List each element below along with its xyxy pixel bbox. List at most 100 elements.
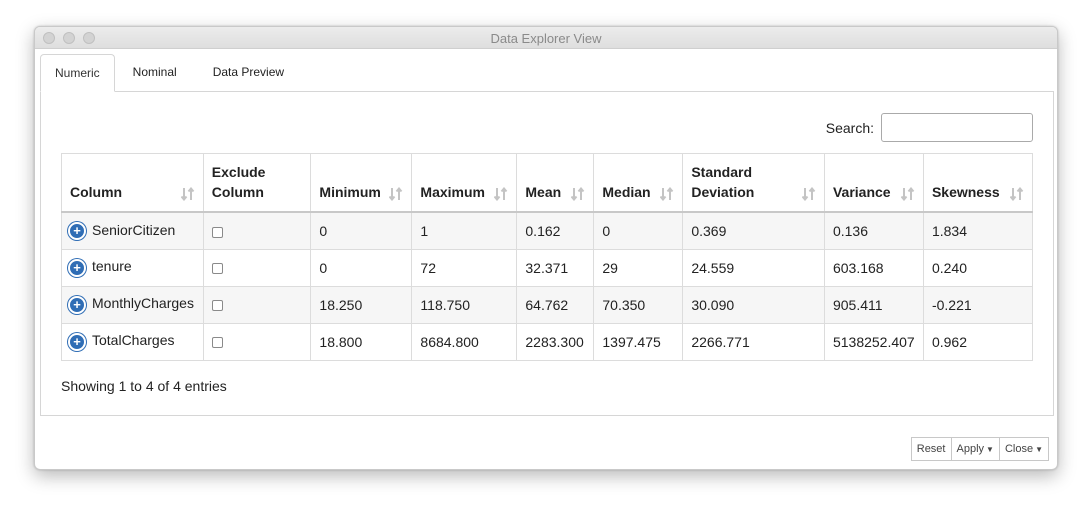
cell-mean: 0.162 (517, 212, 594, 249)
column-header-column[interactable]: Column (62, 154, 204, 213)
window-title: Data Explorer View (35, 31, 1057, 46)
cell-variance: 905.411 (824, 286, 923, 323)
cell-maximum: 1 (412, 212, 517, 249)
sort-arrows-icon[interactable] (389, 186, 403, 200)
cell-exclude (203, 249, 311, 286)
title-bar: Data Explorer View (35, 27, 1057, 49)
search-row: Search: (826, 113, 1033, 142)
cell-minimum: 18.800 (311, 323, 412, 360)
table-info: Showing 1 to 4 of 4 entries (61, 378, 227, 394)
column-name: tenure (92, 258, 132, 274)
tab-data-preview[interactable]: Data Preview (195, 54, 302, 92)
table-row: + tenure 0 72 32.371 29 24.559 603.168 0.240 (62, 249, 1033, 286)
plus-circle-icon[interactable]: + (68, 333, 86, 351)
cell-maximum: 72 (412, 249, 517, 286)
exclude-checkbox[interactable] (212, 300, 223, 311)
apply-button[interactable]: Apply ▼ (951, 437, 1000, 461)
column-header-line2: Median (602, 182, 652, 202)
cell-std: 24.559 (683, 249, 825, 286)
column-name: MonthlyCharges (92, 295, 194, 311)
tab-nominal[interactable]: Nominal (115, 54, 195, 92)
footer-buttons: Reset Apply ▼ Close ▼ (912, 437, 1049, 461)
column-header-variance[interactable]: Variance (824, 154, 923, 213)
exclude-checkbox[interactable] (212, 227, 223, 238)
cell-skewness: 0.962 (923, 323, 1032, 360)
plus-circle-icon[interactable]: + (68, 222, 86, 240)
data-explorer-window: Data Explorer View Numeric Nominal Data … (34, 26, 1058, 470)
cell-variance: 5138252.407 (824, 323, 923, 360)
cell-variance: 603.168 (824, 249, 923, 286)
plus-circle-icon[interactable]: + (68, 259, 86, 277)
cell-minimum: 0 (311, 249, 412, 286)
close-button[interactable]: Close ▼ (999, 437, 1049, 461)
cell-minimum: 18.250 (311, 286, 412, 323)
numeric-panel: Search: Column Exclude Column Minimum Maximu… (40, 91, 1054, 416)
close-button-label: Close (1005, 443, 1033, 455)
cell-column: + TotalCharges (62, 323, 204, 360)
cell-std: 30.090 (683, 286, 825, 323)
cell-exclude (203, 212, 311, 249)
sort-arrows-icon[interactable] (802, 186, 816, 200)
sort-arrows-icon[interactable] (494, 186, 508, 200)
table-row: + MonthlyCharges 18.250 118.750 64.762 70.350… (62, 286, 1033, 323)
plus-circle-icon[interactable]: + (68, 296, 86, 314)
column-header-minimum[interactable]: Minimum (311, 154, 412, 213)
cell-skewness: -0.221 (923, 286, 1032, 323)
column-header-line2: Skewness (932, 182, 1002, 202)
cell-median: 0 (594, 212, 683, 249)
cell-mean: 2283.300 (517, 323, 594, 360)
cell-maximum: 118.750 (412, 286, 517, 323)
column-header-skewness[interactable]: Skewness (923, 154, 1032, 213)
sort-arrows-icon[interactable] (901, 186, 915, 200)
column-header-mean[interactable]: Mean (517, 154, 594, 213)
column-header-line2: Variance (833, 182, 893, 202)
column-name: SeniorCitizen (92, 222, 175, 238)
cell-exclude (203, 286, 311, 323)
sort-arrows-icon[interactable] (1010, 186, 1024, 200)
exclude-checkbox[interactable] (212, 263, 223, 274)
table-row: + TotalCharges 18.800 8684.800 2283.300 1397.… (62, 323, 1033, 360)
column-header-maximum[interactable]: Maximum (412, 154, 517, 213)
column-header-line1: Exclude (212, 162, 303, 182)
cell-mean: 64.762 (517, 286, 594, 323)
reset-button-label: Reset (917, 443, 946, 455)
column-header-line1: Standard (691, 162, 794, 182)
search-input[interactable] (881, 113, 1033, 142)
column-header-line2: Minimum (319, 182, 381, 202)
sort-arrows-icon[interactable] (181, 186, 195, 200)
column-header-deviation[interactable]: Standard Deviation (683, 154, 825, 213)
cell-mean: 32.371 (517, 249, 594, 286)
search-label: Search: (826, 120, 874, 136)
column-header-column: Exclude Column (203, 154, 311, 213)
chevron-down-icon: ▼ (1035, 445, 1043, 454)
table-body: + SeniorCitizen 0 1 0.162 0 0.369 0.136 1.834 + te… (62, 212, 1033, 360)
tab-numeric[interactable]: Numeric (40, 54, 115, 92)
tab-bar: Numeric Nominal Data Preview (40, 54, 302, 92)
column-name: TotalCharges (92, 332, 175, 348)
cell-column: + SeniorCitizen (62, 212, 204, 249)
cell-column: + tenure (62, 249, 204, 286)
cell-exclude (203, 323, 311, 360)
table-header-row: Column Exclude Column Minimum Maximum Mean Med… (62, 154, 1033, 213)
cell-std: 2266.771 (683, 323, 825, 360)
sort-arrows-icon[interactable] (660, 186, 674, 200)
sort-arrows-icon[interactable] (571, 186, 585, 200)
cell-minimum: 0 (311, 212, 412, 249)
exclude-checkbox[interactable] (212, 337, 223, 348)
table-row: + SeniorCitizen 0 1 0.162 0 0.369 0.136 1.834 (62, 212, 1033, 249)
cell-median: 1397.475 (594, 323, 683, 360)
statistics-table: Column Exclude Column Minimum Maximum Mean Med… (61, 153, 1033, 361)
cell-maximum: 8684.800 (412, 323, 517, 360)
column-header-line2: Mean (525, 182, 563, 202)
column-header-line2: Maximum (420, 182, 486, 202)
apply-button-label: Apply (957, 443, 985, 455)
cell-skewness: 0.240 (923, 249, 1032, 286)
cell-median: 29 (594, 249, 683, 286)
reset-button[interactable]: Reset (911, 437, 952, 461)
column-header-line2: Deviation (691, 182, 794, 202)
cell-column: + MonthlyCharges (62, 286, 204, 323)
cell-variance: 0.136 (824, 212, 923, 249)
cell-skewness: 1.834 (923, 212, 1032, 249)
cell-std: 0.369 (683, 212, 825, 249)
column-header-median[interactable]: Median (594, 154, 683, 213)
